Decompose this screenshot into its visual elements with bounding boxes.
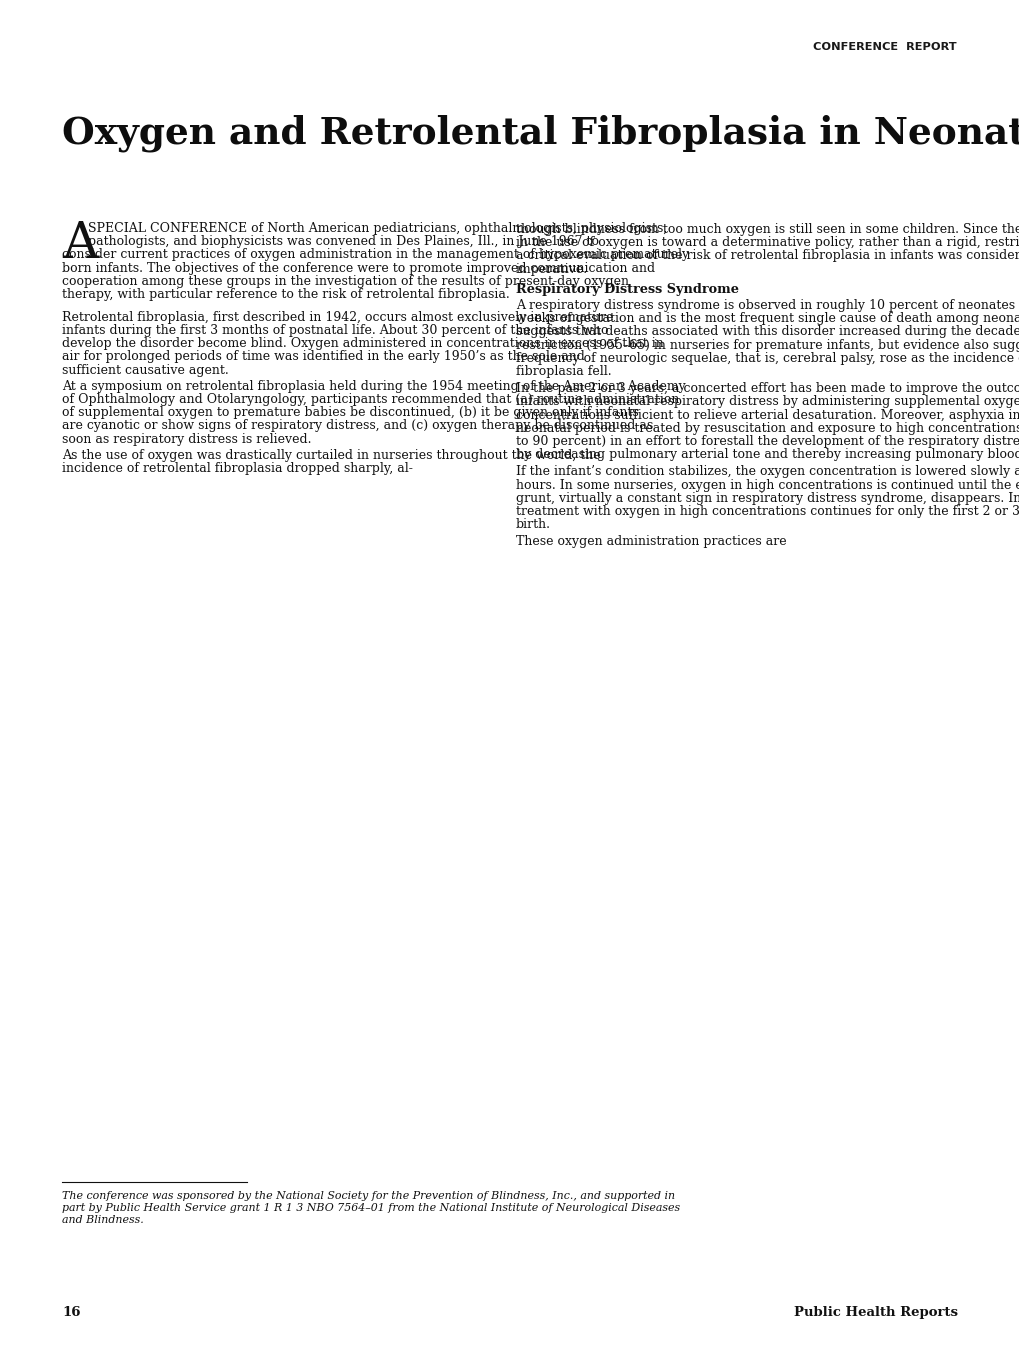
Text: imperative.: imperative. [516,263,588,275]
Text: CONFERENCE  REPORT: CONFERENCE REPORT [812,42,956,53]
Text: to 90 percent) in an effort to forestall the development of the respiratory dist: to 90 percent) in an effort to forestall… [516,435,1019,448]
Text: pathologists, and biophysicists was convened in Des Plaines, Ill., in June 1967 : pathologists, and biophysicists was conv… [88,235,598,248]
Text: and Blindness.: and Blindness. [62,1215,144,1224]
Text: therapy, with particular reference to the risk of retrolental fibroplasia.: therapy, with particular reference to th… [62,288,510,301]
Text: cooperation among these groups in the investigation of the results of present-da: cooperation among these groups in the in… [62,275,629,288]
Text: As the use of oxygen was drastically curtailed in nurseries throughout the world: As the use of oxygen was drastically cur… [62,448,600,462]
Text: consider current practices of oxygen administration in the management of hypoxem: consider current practices of oxygen adm… [62,248,689,262]
Text: incidence of retrolental fibroplasia dropped sharply, al-: incidence of retrolental fibroplasia dro… [62,462,413,475]
Text: air for prolonged periods of time was identified in the early 1950’s as the sole: air for prolonged periods of time was id… [62,351,584,363]
Text: fibroplasia fell.: fibroplasia fell. [516,364,611,378]
Text: are cyanotic or show signs of respiratory distress, and (c) oxygen therapy be di: are cyanotic or show signs of respirator… [62,420,652,432]
Text: Retrolental fibroplasia, first described in 1942, occurs almost exclusively in p: Retrolental fibroplasia, first described… [62,310,612,324]
Text: In the past 2 or 3 years, a concerted effort has been made to improve the outcom: In the past 2 or 3 years, a concerted ef… [516,382,1019,396]
Text: A respiratory distress syndrome is observed in roughly 10 percent of neonates bo: A respiratory distress syndrome is obser… [516,298,1019,312]
Text: frequency of neurologic sequelae, that is, cerebral palsy, rose as the incidence: frequency of neurologic sequelae, that i… [516,352,1019,365]
Text: SPECIAL CONFERENCE of North American pediatricians, ophthalmologists, physiologi: SPECIAL CONFERENCE of North American ped… [88,221,666,235]
Text: soon as respiratory distress is relieved.: soon as respiratory distress is relieved… [62,432,311,446]
Text: born infants. The objectives of the conference were to promote improved communic: born infants. The objectives of the conf… [62,262,654,274]
Text: of supplemental oxygen to premature babies be discontinued, (b) it be given only: of supplemental oxygen to premature babi… [62,406,638,420]
Text: though blindness from too much oxygen is still seen in some children. Since the : though blindness from too much oxygen is… [516,223,1019,236]
Text: suggests that deaths associated with this disorder increased during the decade o: suggests that deaths associated with thi… [516,325,1019,339]
Text: At a symposium on retrolental fibroplasia held during the 1954 meeting of the Am: At a symposium on retrolental fibroplasi… [62,379,685,393]
Text: 16: 16 [62,1305,81,1319]
Text: of Ophthalmology and Otolaryngology, participants recommended that (a) routine a: of Ophthalmology and Otolaryngology, par… [62,393,679,406]
Text: A: A [62,220,98,270]
Text: The conference was sponsored by the National Society for the Prevention of Blind: The conference was sponsored by the Nati… [62,1191,675,1202]
Text: a critical evaluation of the risk of retrolental fibroplasia in infants was cons: a critical evaluation of the risk of ret… [516,250,1019,262]
Text: weeks of gestation and is the most frequent single cause of death among neonates: weeks of gestation and is the most frequ… [516,312,1019,325]
Text: If the infant’s condition stabilizes, the oxygen concentration is lowered slowly: If the infant’s condition stabilizes, th… [516,466,1019,478]
Text: Respiratory Distress Syndrome: Respiratory Distress Syndrome [516,282,739,296]
Text: hours. In some nurseries, oxygen in high concentrations is continued until the e: hours. In some nurseries, oxygen in high… [516,479,1019,491]
Text: infants with neonatal respiratory distress by administering supplemental oxygen : infants with neonatal respiratory distre… [516,396,1019,409]
Text: birth.: birth. [516,518,550,531]
Text: grunt, virtually a constant sign in respiratory distress syndrome, disappears. I: grunt, virtually a constant sign in resp… [516,491,1019,505]
Text: Oxygen and Retrolental Fibroplasia in Neonates: Oxygen and Retrolental Fibroplasia in Ne… [62,115,1019,153]
Text: neonatal period is treated by resuscitation and exposure to high concentrations : neonatal period is treated by resuscitat… [516,421,1019,435]
Text: in the use of oxygen is toward a determinative policy, rather than a rigid, rest: in the use of oxygen is toward a determi… [516,236,1019,250]
Text: restriction (1955–65) in nurseries for premature infants, but evidence also sugg: restriction (1955–65) in nurseries for p… [516,339,1019,351]
Text: Public Health Reports: Public Health Reports [793,1305,957,1319]
Text: infants during the first 3 months of postnatal life. About 30 percent of the inf: infants during the first 3 months of pos… [62,324,608,338]
Text: treatment with oxygen in high concentrations continues for only the first 2 or 3: treatment with oxygen in high concentrat… [516,505,1019,518]
Text: sufficient causative agent.: sufficient causative agent. [62,363,228,377]
Text: concentrations sufficient to relieve arterial desaturation. Moreover, asphyxia i: concentrations sufficient to relieve art… [516,409,1019,421]
Text: develop the disorder become blind. Oxygen administered in concentrations in exce: develop the disorder become blind. Oxyge… [62,338,663,350]
Text: These oxygen administration practices are: These oxygen administration practices ar… [516,536,786,548]
Text: part by Public Health Service grant 1 R 1 3 NBO 7564–01 from the National Instit: part by Public Health Service grant 1 R … [62,1203,680,1212]
Text: by decreasing pulmonary arterial tone and thereby increasing pulmonary blood flo: by decreasing pulmonary arterial tone an… [516,448,1019,462]
